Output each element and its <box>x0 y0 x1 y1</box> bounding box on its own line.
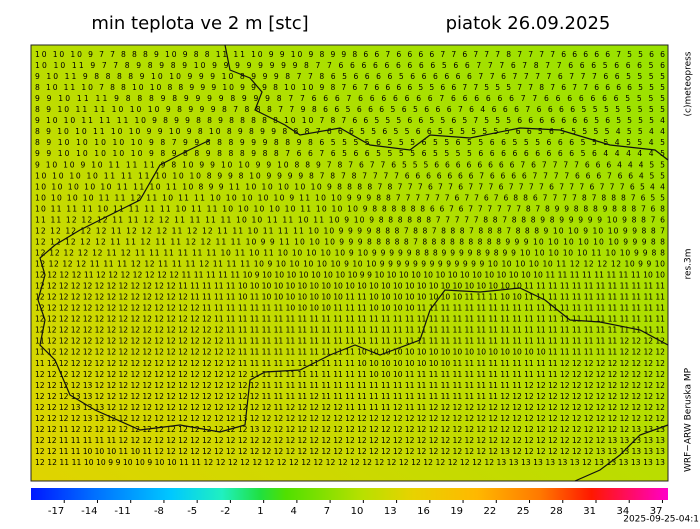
map-title: min teplota ve 2 m [stc] <box>91 13 308 34</box>
colorbar-label: -2 <box>220 506 230 517</box>
grid-row: 12 12 12 12 12 12 12 12 12 12 12 12 12 1… <box>35 315 665 324</box>
grid-row: 8 9 10 10 10 10 10 9 8 7 9 9 8 8 8 9 9 9… <box>35 138 665 147</box>
colorbar-label: 25 <box>517 506 530 517</box>
grid-row: 12 12 12 12 11 11 11 12 12 11 11 11 12 1… <box>35 260 665 269</box>
borders <box>37 44 669 482</box>
grid-row: 12 12 12 12 13 13 12 12 12 12 12 12 12 1… <box>35 414 665 423</box>
grid-row: 12 12 12 12 12 11 12 12 12 11 12 12 11 1… <box>35 226 665 235</box>
grid-row: 9 10 10 9 10 11 11 11 9 8 10 9 9 10 10 9… <box>35 160 665 169</box>
colorbar-label: -11 <box>114 506 130 517</box>
colorbar-label: 34 <box>616 506 629 517</box>
grid-row: 12 12 12 12 12 12 12 12 12 12 12 12 12 1… <box>35 293 665 302</box>
grid-row: 12 12 12 12 12 11 11 12 11 11 12 12 11 1… <box>35 237 665 246</box>
colorbar-label: 4 <box>291 506 297 517</box>
colorbar <box>31 488 668 500</box>
grid-row: 12 12 12 12 13 12 12 12 12 12 12 12 12 1… <box>35 381 665 390</box>
grid-row: 9 9 10 11 11 9 8 8 8 9 8 9 9 9 9 8 9 9 9… <box>35 94 665 103</box>
grid-row: 8 9 10 10 11 10 10 9 9 10 9 8 10 8 9 8 9… <box>35 127 665 136</box>
map-area <box>30 44 669 482</box>
grid-row: 12 12 12 13 13 12 12 12 12 12 12 12 12 1… <box>35 392 665 401</box>
grid-row: 10 10 10 10 11 11 12 11 10 11 11 10 10 1… <box>35 193 665 202</box>
colorbar-label: 28 <box>550 506 563 517</box>
grid-row: 9 10 10 11 11 11 10 9 8 9 9 8 8 9 8 8 8 … <box>35 116 665 125</box>
grid-row: 11 12 12 12 12 12 12 12 12 12 12 12 12 1… <box>35 359 665 368</box>
colorbar-label: 19 <box>450 506 463 517</box>
grid-row: 12 12 11 12 12 12 12 12 12 12 12 12 12 1… <box>35 425 665 434</box>
colorbar-label: 1 <box>257 506 263 517</box>
grid-row: 9 9 10 10 10 10 10 9 8 9 8 8 9 8 8 8 9 8… <box>35 149 665 158</box>
colorbar-ticks: -17 -14 -11 -8 -5 -2 1 4 7 10 13 16 19 22 25 28 31 34 37 <box>48 500 663 517</box>
grid-row: 12 12 12 12 12 12 12 12 12 12 12 12 12 1… <box>35 304 665 313</box>
model-label: WRF−ARW Beruska MP <box>684 367 694 472</box>
grid-row: 12 12 12 12 12 12 12 12 12 12 12 12 12 1… <box>35 370 665 379</box>
colorbar-label: 10 <box>351 506 364 517</box>
grid-row: 10 10 10 10 10 11 11 10 11 10 8 9 9 11 1… <box>35 182 665 191</box>
border-line <box>224 44 669 161</box>
grid-row: 12 12 11 11 10 10 10 11 10 11 12 12 12 1… <box>35 447 665 456</box>
grid-row: 12 12 12 13 13 13 12 12 12 12 12 12 12 1… <box>35 403 665 412</box>
colorbar-label: 13 <box>384 506 397 517</box>
colorbar-label: -8 <box>154 506 164 517</box>
grid-row: 12 12 12 12 11 12 12 12 12 12 12 12 11 1… <box>35 271 665 280</box>
grid-row: 12 12 12 12 12 12 12 12 12 12 12 12 12 1… <box>35 326 665 335</box>
timestamp: 2025-09-25-04:1 <box>623 515 699 525</box>
colorbar-label: 37 <box>650 506 663 517</box>
colorbar-label: 31 <box>583 506 596 517</box>
colorbar-label: -17 <box>48 506 64 517</box>
resolution-label: res.3m <box>684 248 694 279</box>
grid-row: 11 12 12 12 12 12 12 12 12 12 12 12 12 1… <box>35 337 665 346</box>
grid-row: 8 10 11 10 7 8 8 10 10 8 8 9 9 9 10 9 9 … <box>35 83 665 92</box>
grid-row: 12 12 12 12 12 11 12 11 11 11 11 11 11 1… <box>35 248 665 257</box>
grid-row: 12 12 11 11 10 10 9 9 10 10 9 10 10 11 1… <box>35 458 665 467</box>
border-line <box>574 424 669 482</box>
grid-row: 11 12 12 12 12 12 12 12 12 12 12 12 12 1… <box>35 348 665 357</box>
colorbar-label: 16 <box>417 506 430 517</box>
grid-row: 8 9 10 11 11 10 10 10 9 8 9 9 9 8 7 8 8 … <box>35 105 665 114</box>
border-line <box>37 139 669 433</box>
colorbar-label: -5 <box>187 506 197 517</box>
grid-row: 9 10 11 9 8 8 8 8 9 10 10 9 9 9 10 8 9 9… <box>35 72 665 81</box>
copyright-label: (c)meteopress <box>684 51 694 116</box>
grid-row: 10 11 11 11 10 11 11 11 11 10 11 11 10 1… <box>35 204 665 213</box>
grid-row: 12 12 12 12 12 12 12 12 12 12 12 12 11 1… <box>35 282 665 291</box>
grid-row: 12 12 11 11 11 11 11 12 12 12 12 12 12 1… <box>35 436 665 445</box>
grid-row: 10 10 11 9 7 7 8 9 8 9 8 9 10 9 9 9 9 9 … <box>35 61 665 70</box>
grid-row: 10 10 10 9 7 7 8 8 8 9 10 9 8 8 11 11 10… <box>35 50 665 59</box>
colorbar-label: 22 <box>484 506 497 517</box>
colorbar-label: 7 <box>324 506 330 517</box>
grid-row: 11 11 12 12 12 11 11 12 12 11 11 11 11 1… <box>35 215 665 224</box>
map-date: piatok 26.09.2025 <box>446 13 611 34</box>
colorbar-label: -14 <box>81 506 97 517</box>
value-grid: 10 10 10 9 7 7 8 8 8 9 10 9 8 8 11 11 10… <box>35 50 665 467</box>
